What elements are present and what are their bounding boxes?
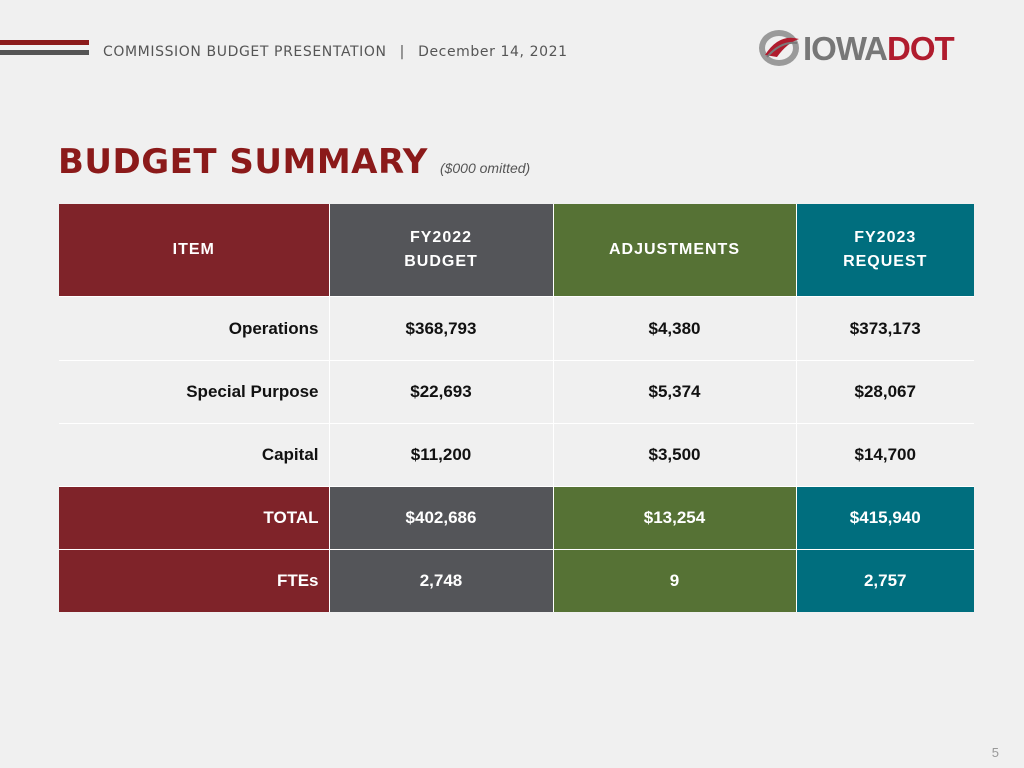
row-fy2022-value: 2,748 [328,549,553,612]
header-bar-gray [0,50,89,55]
header-adjustments-label: ADJUSTMENTS [608,241,740,258]
slide-title: BUDGET SUMMARY [58,142,428,182]
iowa-dot-logo: IOWADOT [757,26,981,70]
slide-subtitle-note: ($000 omitted) [439,160,531,176]
header-accent-bars [0,40,89,60]
table-row: Special Purpose $22,693 $5,374 $28,067 [59,360,974,424]
row-fy2022-value: $22,693 [328,360,553,424]
row-item-label: Operations [59,296,329,361]
table-row: Operations $368,793 $4,380 $373,173 [59,296,974,361]
header-fy2022-line1: FY2022 [409,229,473,246]
row-fy2022-value: $402,686 [328,486,553,550]
presentation-date: December 14, 2021 [418,44,568,60]
row-fy2022-value: $368,793 [328,296,553,361]
header-separator: | [399,44,405,60]
row-adjustments-value: $4,380 [552,296,796,361]
row-fy2023-value: 2,757 [795,549,974,612]
row-fy2023-value: $373,173 [795,296,974,361]
row-fy2023-value: $28,067 [795,360,974,424]
row-fy2023-value: $415,940 [795,486,974,550]
row-item-label: TOTAL [59,486,329,550]
header-bar-red [0,40,89,45]
budget-summary-table: ITEM FY2022 BUDGET ADJUSTMENTS FY2023 RE… [59,204,974,612]
header-adjustments: ADJUSTMENTS [552,204,796,297]
row-fy2023-value: $14,700 [795,423,974,487]
header-fy2022-line2: BUDGET [404,253,478,270]
row-adjustments-value: $13,254 [552,486,796,550]
logo-text-iowa: IOWA [803,29,888,67]
row-fy2022-value: $11,200 [328,423,553,487]
header-fy2023-line1: FY2023 [854,229,917,246]
header-item-label: ITEM [172,241,215,258]
header-item: ITEM [59,204,329,297]
page-number: 5 [991,745,999,760]
header-line: COMMISSION BUDGET PRESENTATION | Decembe… [103,44,568,60]
table-row-total: TOTAL $402,686 $13,254 $415,940 [59,486,974,550]
table-header-row: ITEM FY2022 BUDGET ADJUSTMENTS FY2023 RE… [59,204,974,297]
slide-title-group: BUDGET SUMMARY ($000 omitted) [58,142,530,182]
row-adjustments-value: $5,374 [552,360,796,424]
presentation-title: COMMISSION BUDGET PRESENTATION [103,44,387,60]
row-item-label: Capital [59,423,329,487]
iowa-dot-swoosh-icon [759,30,799,66]
row-adjustments-value: 9 [552,549,796,612]
header-fy2022-budget: FY2022 BUDGET [328,204,553,297]
row-item-label: FTEs [59,549,329,612]
header-fy2023-line2: REQUEST [843,253,928,270]
logo-text-dot: DOT [887,29,955,67]
table-row-ftes: FTEs 2,748 9 2,757 [59,549,974,612]
row-item-label: Special Purpose [59,360,329,424]
header-fy2023-request: FY2023 REQUEST [795,204,974,297]
table-row: Capital $11,200 $3,500 $14,700 [59,423,974,487]
row-adjustments-value: $3,500 [552,423,796,487]
